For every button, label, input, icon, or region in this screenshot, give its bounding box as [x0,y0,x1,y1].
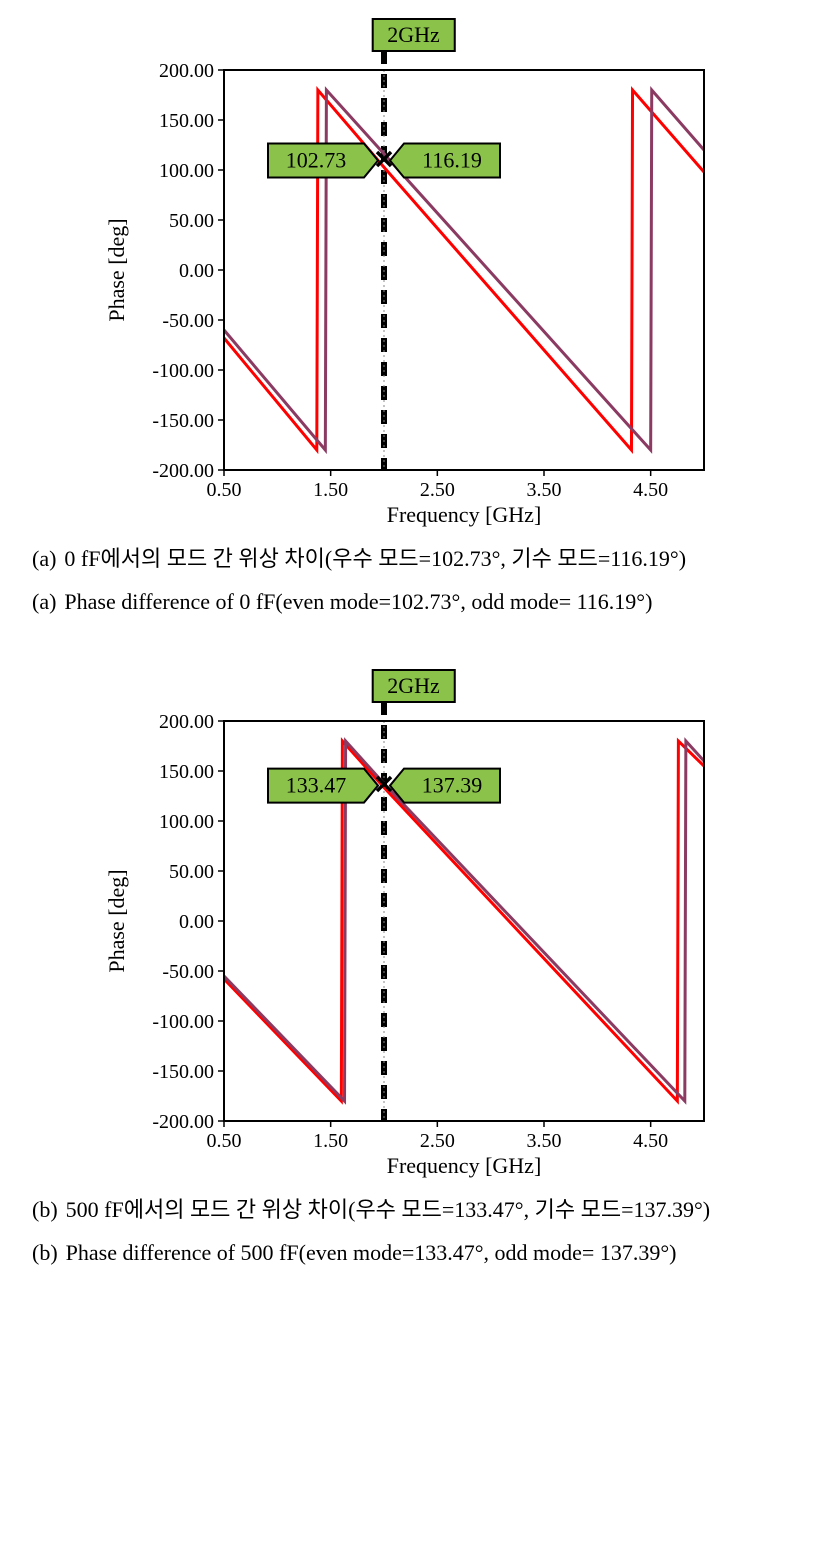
xtick-label: 0.50 [206,1130,241,1152]
xlabel: Frequency [GHz] [386,1153,541,1178]
ytick-label: -50.00 [162,310,214,332]
xtick-label: 2.50 [419,1130,454,1152]
ytick-label: 100.00 [159,811,214,833]
xlabel: Frequency [GHz] [386,502,541,527]
callout-right-value: 137.39 [421,772,482,797]
freq-marker-label: 2GHz [371,18,456,52]
callout-right-value: 116.19 [422,148,482,173]
ylabel: Phase [deg] [104,869,129,972]
xtick-label: 4.50 [633,1130,668,1152]
ytick-label: -100.00 [152,1011,214,1033]
marker-cross-icon: ✕ [373,146,395,175]
xtick-label: 0.50 [206,479,241,501]
xtick-label: 4.50 [633,479,668,501]
ytick-label: -200.00 [152,1111,214,1133]
ytick-label: -150.00 [152,410,214,432]
caption-en-text: Phase difference of 500 fF(even mode=133… [66,1234,795,1271]
caption-ko-b: (b)500 fF에서의 모드 간 위상 차이(우수 모드=133.47°, 기… [30,1191,797,1228]
ytick-label: 0.00 [179,911,214,933]
ytick-label: -150.00 [152,1061,214,1083]
marker-cross-icon: ✕ [373,770,395,799]
ytick-label: 100.00 [159,160,214,182]
xtick-label: 2.50 [419,479,454,501]
caption-ko-text: 0 fF에서의 모드 간 위상 차이(우수 모드=102.73°, 기수 모드=… [64,540,795,577]
ytick-label: 50.00 [169,210,214,232]
ytick-label: 200.00 [159,711,214,733]
xtick-label: 3.50 [526,479,561,501]
ytick-label: 50.00 [169,861,214,883]
caption-prefix: (a) [32,540,64,577]
caption-en-b: (b)Phase difference of 500 fF(even mode=… [30,1234,797,1271]
caption-en-a: (a)Phase difference of 0 fF(even mode=10… [30,583,797,620]
ytick-label: 150.00 [159,761,214,783]
callout-left-value: 133.47 [285,772,346,797]
caption-ko-text: 500 fF에서의 모드 간 위상 차이(우수 모드=133.47°, 기수 모… [66,1191,795,1228]
chart-wrap-a: 2GHz -200.00 -150.00 -100.00 -50.00 0.00 50.00… [94,20,734,530]
phase-chart-b: -200.00 -150.00 -100.00 -50.00 0.00 50.00 100.… [94,671,734,1181]
phase-chart-a: -200.00 -150.00 -100.00 -50.00 0.00 50.00 100.… [94,20,734,530]
chart-wrap-b: 2GHz -200.00 -150.00 -100.00 -50.00 0.00 50.00… [94,671,734,1181]
freq-marker-label: 2GHz [371,669,456,703]
ytick-label: 150.00 [159,110,214,132]
ylabel: Phase [deg] [104,218,129,321]
caption-en-text: Phase difference of 0 fF(even mode=102.7… [64,583,795,620]
caption-prefix: (b) [32,1234,66,1271]
ytick-label: -200.00 [152,460,214,482]
figure-a: 2GHz -200.00 -150.00 -100.00 -50.00 0.00 50.00… [30,20,797,621]
ytick-label: 200.00 [159,60,214,82]
xtick-label: 1.50 [313,1130,348,1152]
ytick-label: 0.00 [179,260,214,282]
xtick-label: 1.50 [313,479,348,501]
figure-b: 2GHz -200.00 -150.00 -100.00 -50.00 0.00 50.00… [30,671,797,1272]
callout-left-value: 102.73 [285,148,346,173]
caption-prefix: (a) [32,583,64,620]
ytick-label: -100.00 [152,360,214,382]
xtick-label: 3.50 [526,1130,561,1152]
caption-prefix: (b) [32,1191,66,1228]
ytick-label: -50.00 [162,961,214,983]
caption-ko-a: (a)0 fF에서의 모드 간 위상 차이(우수 모드=102.73°, 기수 … [30,540,797,577]
